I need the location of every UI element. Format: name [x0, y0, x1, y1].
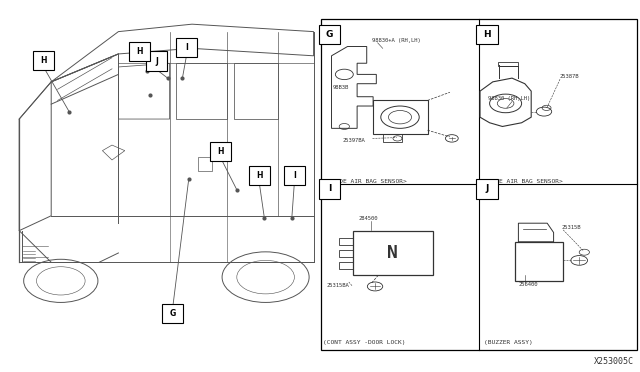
Text: (BUZZER ASSY): (BUZZER ASSY) — [484, 340, 533, 345]
Bar — [476, 25, 498, 44]
Bar — [353, 231, 433, 275]
Bar — [33, 51, 54, 70]
Bar — [319, 25, 340, 44]
Bar — [249, 166, 270, 185]
Text: I: I — [328, 185, 332, 193]
Bar — [383, 134, 402, 142]
Text: H: H — [483, 30, 491, 39]
Text: G: G — [326, 30, 333, 39]
Text: 25397BA: 25397BA — [342, 138, 365, 143]
Bar — [476, 179, 498, 199]
Text: I: I — [293, 171, 296, 180]
Bar — [498, 62, 518, 66]
Bar — [319, 179, 340, 199]
Text: I: I — [186, 43, 188, 52]
Bar — [373, 100, 428, 134]
Bar — [339, 250, 353, 257]
Text: 25315BA: 25315BA — [326, 283, 349, 288]
Bar — [284, 166, 305, 185]
Text: 98830+A (RH,LH): 98830+A (RH,LH) — [372, 38, 421, 43]
Text: 25387B: 25387B — [560, 74, 579, 79]
Text: H: H — [136, 47, 143, 56]
Bar — [198, 157, 212, 171]
Bar — [210, 142, 231, 161]
Bar — [339, 238, 353, 245]
Text: 256400: 256400 — [518, 282, 538, 287]
Text: G: G — [170, 309, 176, 318]
Text: (CONT ASSY -DOOR LOCK): (CONT ASSY -DOOR LOCK) — [323, 340, 406, 345]
Text: X253005C: X253005C — [594, 357, 634, 366]
Text: J: J — [485, 185, 489, 193]
Text: 25315B: 25315B — [561, 225, 580, 230]
Text: N: N — [387, 244, 398, 262]
Text: 284500: 284500 — [358, 216, 378, 221]
Text: <SIDE AIR BAG SENSOR>: <SIDE AIR BAG SENSOR> — [328, 179, 407, 184]
Text: H: H — [256, 171, 262, 180]
Text: <SIDE AIR BAG SENSOR>: <SIDE AIR BAG SENSOR> — [484, 179, 563, 184]
Text: H: H — [40, 56, 47, 65]
Bar — [129, 42, 150, 61]
Bar — [515, 242, 563, 281]
Bar — [339, 262, 353, 269]
Text: J: J — [156, 57, 158, 65]
Text: H: H — [218, 147, 224, 156]
Text: 98B3B: 98B3B — [333, 84, 349, 90]
Text: 98830 (RH,LH): 98830 (RH,LH) — [488, 96, 530, 102]
Bar — [146, 51, 167, 71]
Bar — [177, 38, 197, 57]
Bar — [163, 304, 183, 323]
Bar — [321, 19, 637, 350]
